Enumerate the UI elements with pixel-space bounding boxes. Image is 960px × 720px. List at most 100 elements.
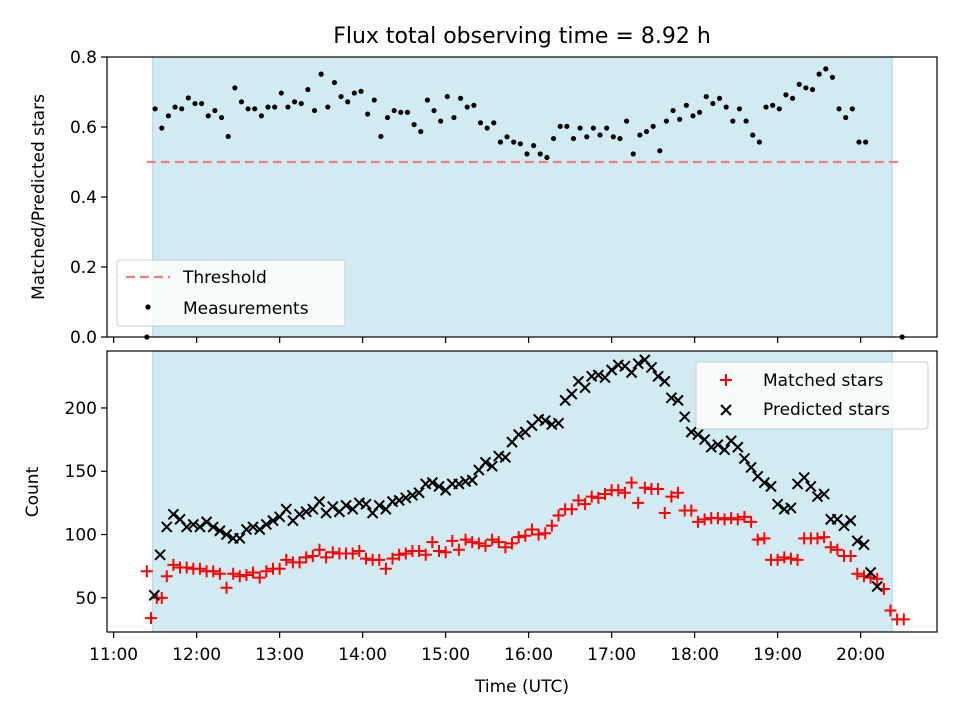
measurement-point [484, 125, 490, 131]
matched-star-point [592, 491, 605, 504]
matched-star-point [685, 504, 698, 517]
predicted-star-point [672, 394, 684, 407]
measurement-point [185, 95, 191, 101]
matched-star-point [625, 476, 638, 489]
measurement-point [843, 114, 849, 121]
predicted-star-point [765, 480, 777, 493]
matched-star-point [738, 510, 751, 523]
predicted-star-point [844, 514, 857, 527]
matched-star-point [612, 484, 625, 497]
predicted-star-point [406, 489, 419, 502]
measurement-point [159, 125, 165, 131]
predicted-star-point [499, 451, 512, 464]
measurement-point [690, 113, 696, 119]
measurement-point [511, 139, 517, 145]
matched-star-point [167, 558, 180, 571]
predicted-star-point [851, 535, 864, 547]
predicted-star-point [400, 492, 412, 504]
predicted-star-point [692, 428, 704, 441]
predicted-star-point [678, 411, 691, 423]
measurement-point [165, 113, 172, 119]
measurement-point [823, 66, 829, 72]
matched-star-point [419, 548, 432, 561]
matched-star-point [698, 513, 711, 526]
matched-star-point [160, 570, 173, 583]
bottom-ylabel: Count [23, 466, 43, 517]
matched-star-point [439, 546, 452, 559]
matched-star-point [711, 512, 724, 525]
matched-star-point [818, 531, 831, 544]
measurement-point [557, 123, 563, 129]
matched-star-point [233, 570, 246, 583]
predicted-star-point [254, 523, 266, 536]
matched-star-point [193, 562, 206, 575]
measurement-point [305, 86, 311, 93]
measurement-point [604, 125, 610, 131]
matched-star-point [771, 553, 784, 566]
top-ytick-label: 0.8 [70, 48, 97, 68]
measurement-point [491, 120, 497, 126]
predicted-star-point [718, 444, 731, 456]
measurement-point [258, 113, 264, 119]
measurement-point [637, 132, 643, 138]
matched-star-point [499, 541, 512, 554]
predicted-star-point [838, 519, 850, 532]
matched-star-point [399, 547, 412, 560]
measurement-point [252, 106, 258, 112]
predicted-star-point [486, 460, 498, 472]
measurement-point [391, 107, 397, 114]
predicted-star-point [632, 357, 644, 370]
measurement-point [670, 107, 676, 114]
measurement-point [318, 71, 324, 77]
predicted-star-point [200, 516, 213, 528]
measurement-point [424, 97, 430, 103]
measurement-point [358, 88, 364, 94]
measurement-point [199, 100, 205, 107]
measurement-point [783, 92, 789, 98]
measurement-point [863, 139, 869, 145]
matched-star-point [280, 553, 293, 566]
matched-star-point [413, 544, 426, 557]
measurement-point [803, 85, 809, 91]
measurement-point [597, 132, 603, 138]
measurement-point [776, 106, 782, 112]
predicted-star-point [154, 549, 166, 561]
matched-star-point [220, 581, 233, 594]
bottom-ytick-label: 100 [65, 526, 97, 546]
predicted-star-point [659, 375, 671, 388]
predicted-star-point [148, 589, 161, 602]
measurement-point [192, 100, 198, 107]
measurement-point [351, 90, 357, 96]
top-ytick-label: 0.6 [70, 118, 97, 138]
measurement-point [537, 151, 543, 157]
predicted-star-point [864, 566, 877, 579]
matched-star-point [552, 509, 565, 522]
measurement-point [829, 74, 836, 80]
matched-star-point [240, 569, 253, 582]
measurement-point [531, 142, 537, 149]
measurement-point [809, 86, 816, 93]
matched-star-point [778, 551, 791, 564]
predicted-star-point [811, 490, 824, 503]
matched-star-point [791, 553, 804, 566]
measurement-point [179, 106, 185, 112]
measurement-point [723, 104, 729, 110]
predicted-star-point [194, 521, 206, 533]
predicted-star-point [605, 364, 618, 376]
predicted-star-point [453, 478, 465, 490]
matched-star-point [519, 529, 532, 542]
matched-star-point [884, 604, 897, 617]
measurement-point [743, 118, 749, 124]
xtick-label: 11:00 [89, 645, 138, 665]
matched-star-point [426, 536, 439, 549]
matched-star-point [486, 533, 499, 546]
matched-star-point [718, 513, 731, 526]
matched-star-point [326, 546, 339, 559]
predicted-star-point [732, 441, 744, 453]
measurement-point [504, 134, 510, 140]
matched-star-point [579, 498, 592, 511]
matched-star-point [433, 544, 445, 557]
matched-star-point [227, 567, 240, 580]
predicted-star-point [393, 494, 405, 507]
measurement-point [710, 100, 716, 107]
